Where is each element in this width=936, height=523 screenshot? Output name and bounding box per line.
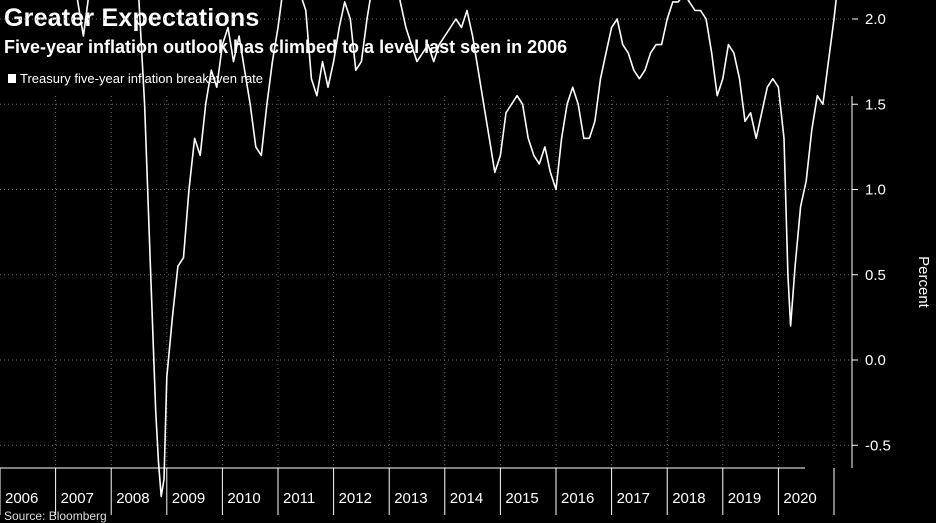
x-tick-label: 2009: [172, 490, 205, 507]
x-tick-label: 2007: [61, 490, 94, 507]
chart-title: Greater Expectations: [4, 4, 260, 32]
y-axis: 3.02.52.01.51.00.50.0-0.5-1.0Percent: [851, 11, 932, 468]
x-axis: 2006 2007 2008 2009 2010 2011 2012 2013 2014 2015…: [0, 467, 835, 515]
x-tick-label: 2017: [617, 490, 650, 507]
legend: Treasury five-year inflation breakeven r…: [8, 71, 263, 86]
x-tick-label: 2011: [283, 490, 315, 507]
x-tick-label: 2013: [394, 490, 427, 507]
y-axis-label: Percent: [915, 256, 932, 309]
y-tick-label: 2.0: [865, 11, 886, 28]
x-tick-label: 2012: [339, 490, 372, 507]
y-tick-label: -0.5: [865, 437, 891, 454]
x-tick-label: 2018: [672, 490, 705, 507]
x-tick-label: 2015: [505, 490, 538, 507]
source-note: Source: Bloomberg: [4, 509, 107, 523]
legend-swatch: [8, 74, 16, 83]
y-tick-label: 1.0: [865, 182, 886, 199]
x-tick-label: 2019: [728, 490, 761, 507]
chart-subtitle: Five-year inflation outlook has climbed …: [4, 37, 568, 57]
y-tick-label: 0.5: [865, 267, 886, 284]
legend-label: Treasury five-year inflation breakeven r…: [20, 71, 264, 86]
x-tick-label: 2016: [561, 490, 594, 507]
series-layer: [76, 0, 837, 498]
x-tick-label: 2008: [116, 490, 149, 507]
x-tick-label: 2010: [227, 490, 260, 507]
x-tick-label: 2020: [783, 490, 816, 507]
grid-lines: [0, 18, 852, 468]
y-tick-label: 0.0: [865, 352, 886, 369]
x-tick-label: 2014: [450, 490, 483, 507]
x-tick-label: 2006: [5, 490, 38, 507]
series-line-breakeven: [76, 0, 837, 498]
y-tick-label: 1.5: [865, 96, 886, 113]
